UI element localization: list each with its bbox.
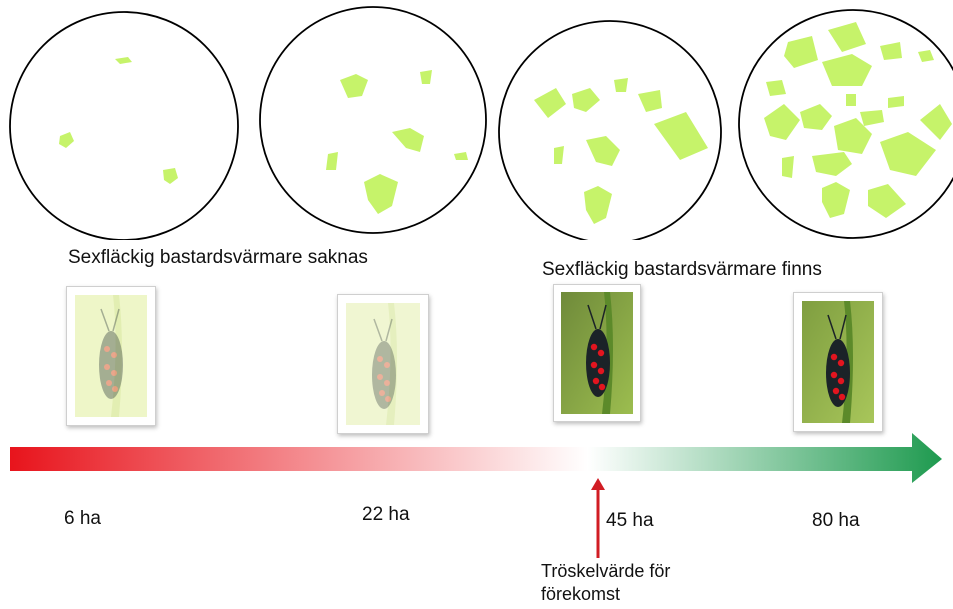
threshold-label-line1: Tröskelvärde för [541,561,671,581]
tick-label: 22 ha [362,504,410,525]
moth-photo-3 [553,284,641,422]
moth-photo-2 [337,294,429,434]
habitat-circle-22ha [259,6,487,234]
area-scale-arrow [10,433,942,483]
threshold-label: Tröskelvärde för förekomst [541,560,670,606]
habitat-circle-6ha [9,11,239,240]
threshold-label-line2: förekomst [541,584,621,604]
threshold-arrow [591,478,605,558]
habitat-circles [9,6,953,240]
habitat-circle-80ha [738,9,953,239]
absent-label: Sexfläckig bastardsvärmare saknas [68,247,368,268]
habitat-circle-45ha [498,20,722,240]
tick-label: 6 ha [64,508,101,529]
present-label: Sexfläckig bastardsvärmare finns [542,259,822,280]
moth-photo-4 [793,292,883,432]
tick-label: 45 ha [606,510,654,531]
tick-label: 80 ha [812,510,860,531]
moth-photo-1 [66,286,156,426]
